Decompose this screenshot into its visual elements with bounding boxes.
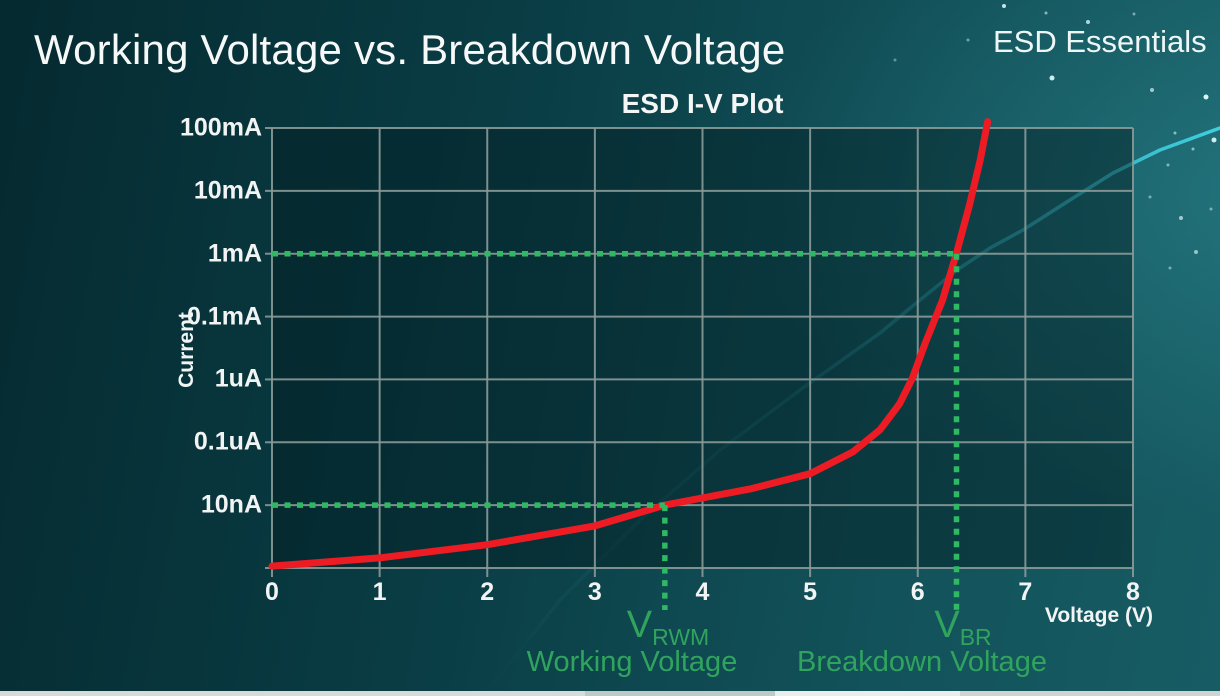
vrwm-symbol: VRWM bbox=[627, 604, 709, 651]
vbr-symbol-letter: V bbox=[934, 604, 960, 646]
slide-title: Working Voltage vs. Breakdown Voltage bbox=[34, 26, 786, 73]
vrwm-symbol-subscript: RWM bbox=[652, 624, 710, 650]
background-particle bbox=[1211, 137, 1217, 143]
background-particle bbox=[1132, 12, 1136, 16]
background-particle bbox=[1150, 88, 1154, 92]
background-particle bbox=[1173, 131, 1177, 135]
working-voltage-caption: Working Voltage bbox=[526, 646, 738, 678]
progress-bar-segment[interactable] bbox=[960, 691, 1220, 696]
vbr-symbol-subscript: BR bbox=[959, 624, 992, 650]
progress-bar-segment[interactable] bbox=[775, 691, 960, 696]
background-particle bbox=[966, 38, 970, 42]
background-particle bbox=[1203, 94, 1209, 100]
background-particle bbox=[1044, 11, 1048, 15]
x-tick-label: 0 bbox=[265, 578, 279, 606]
iv-curve bbox=[268, 118, 992, 570]
vbr-symbol: VBR bbox=[934, 604, 991, 651]
background-particle bbox=[1168, 266, 1172, 270]
chart-title: ESD I-V Plot bbox=[621, 88, 784, 119]
background-particle bbox=[1002, 4, 1006, 8]
x-tick-label: 6 bbox=[910, 578, 925, 606]
x-tick-label: 2 bbox=[480, 578, 495, 606]
x-tick-label: 8 bbox=[1126, 578, 1140, 606]
background-particle bbox=[1209, 207, 1213, 211]
background-particle bbox=[893, 58, 897, 62]
x-tick-label: 1 bbox=[372, 578, 387, 606]
x-tick-label: 3 bbox=[587, 578, 602, 606]
x-tick-label: 7 bbox=[1018, 578, 1033, 606]
background-particle bbox=[1194, 250, 1198, 254]
video-progress-bar[interactable] bbox=[0, 691, 1220, 696]
y-tick-label: 1uA bbox=[214, 364, 262, 393]
y-tick-label: 10nA bbox=[200, 490, 262, 519]
background-particle bbox=[1049, 75, 1055, 81]
background-particle bbox=[1191, 147, 1195, 151]
x-tick-label: 4 bbox=[695, 578, 710, 606]
brand-logo-text: ESD Essentials bbox=[993, 24, 1207, 59]
background-particle bbox=[1148, 195, 1152, 199]
breakdown-voltage-caption: Breakdown Voltage bbox=[797, 646, 1047, 678]
x-axis-title: Voltage (V) bbox=[1044, 604, 1153, 627]
y-tick-label: 1mA bbox=[207, 239, 262, 268]
progress-bar-segment[interactable] bbox=[0, 691, 585, 696]
y-tick-label: 0.1uA bbox=[193, 427, 262, 456]
y-tick-label: 10mA bbox=[193, 176, 262, 205]
x-tick-label: 5 bbox=[803, 578, 818, 606]
y-tick-label: 0.1mA bbox=[186, 302, 262, 331]
background-particle bbox=[1179, 216, 1183, 220]
background-particle bbox=[1086, 20, 1090, 24]
vrwm-symbol-letter: V bbox=[626, 604, 653, 646]
progress-bar-segment[interactable] bbox=[585, 691, 775, 696]
background-particle bbox=[1166, 163, 1170, 167]
y-tick-label: 100mA bbox=[180, 113, 262, 142]
